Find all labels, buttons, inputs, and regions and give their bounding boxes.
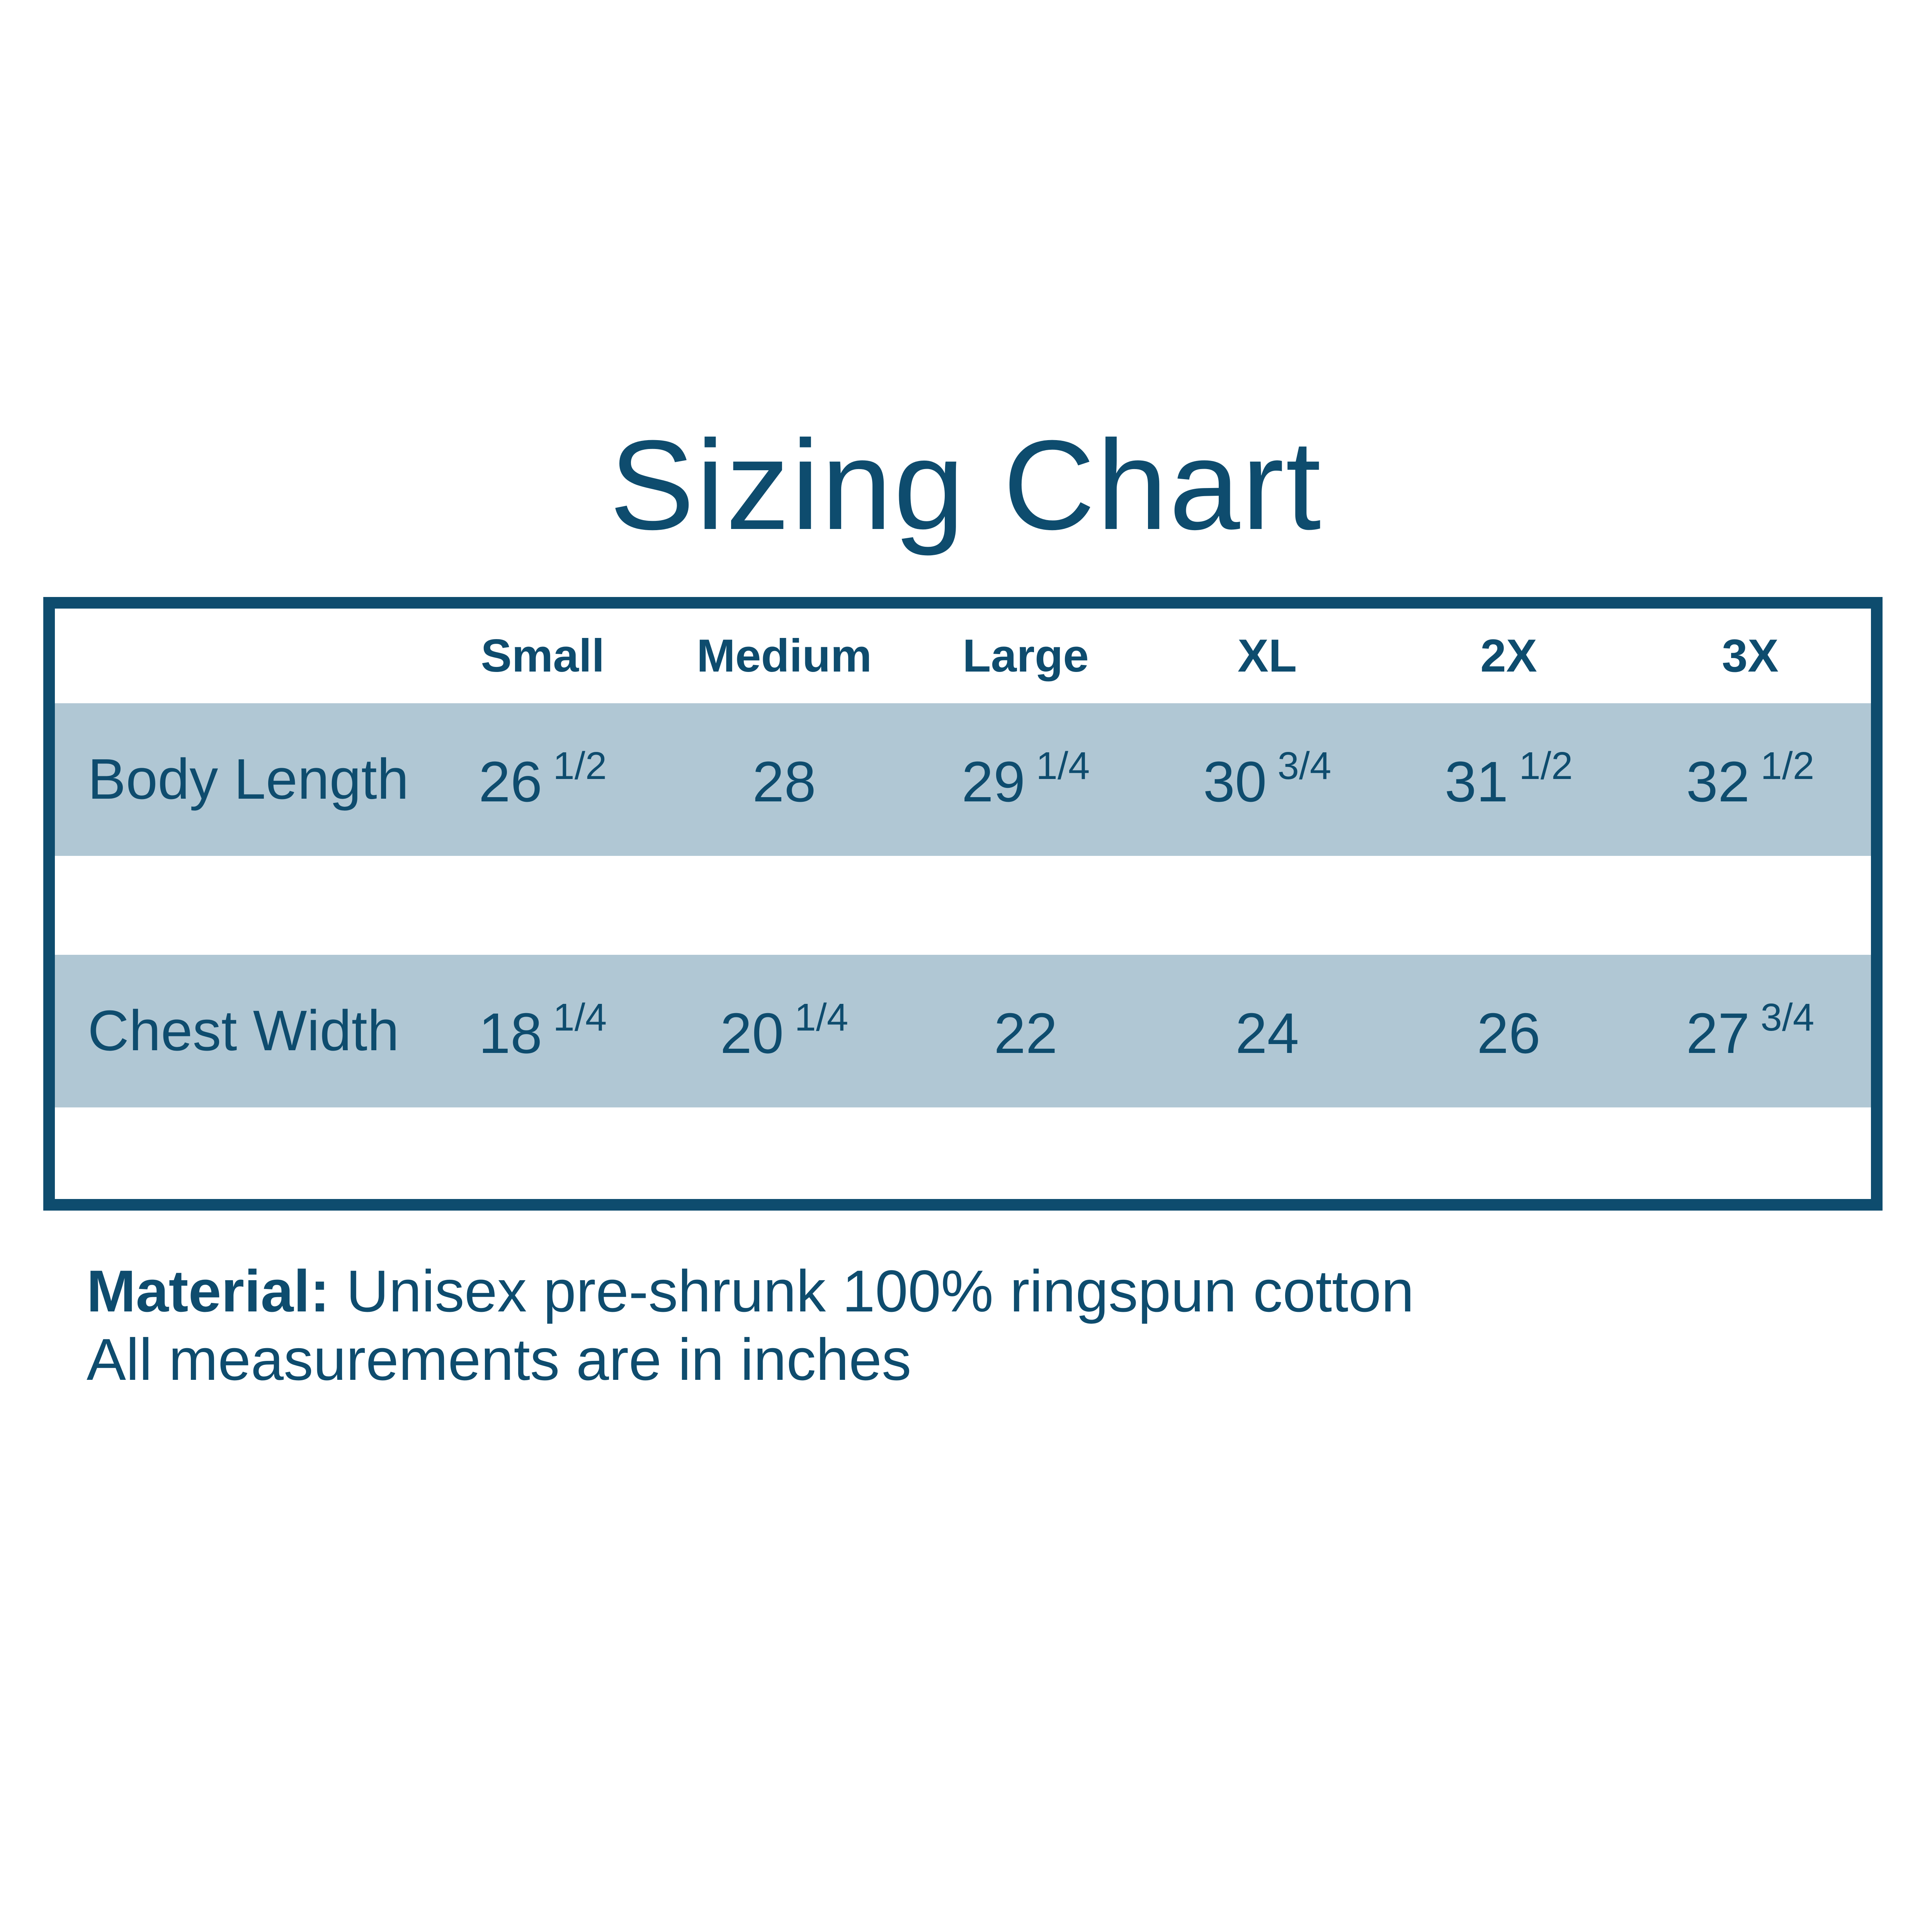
column-header-small: Small [481, 630, 605, 682]
measurement-value: 27 [1686, 1002, 1750, 1065]
table-row-body-length: Body Length 26 1/2 28 29 1/4 30 3/4 31 1/2 3… [55, 703, 1871, 856]
measurement-fraction: 1/2 [1519, 744, 1573, 787]
chest-width-2x-cell: 26 [1388, 995, 1629, 1066]
measurements-note: All measurements are in inches [87, 1326, 912, 1393]
material-label: Material: [87, 1258, 330, 1324]
page-title: Sizing Chart [609, 413, 1323, 556]
measurement-fraction: 3/4 [1760, 996, 1815, 1039]
table-row-chest-width: Chest Width 18 1/4 20 1/4 22 24 26 27 3/4 [55, 954, 1871, 1107]
body-length-large-cell: 29 1/4 [905, 744, 1146, 815]
body-length-2x-cell: 31 1/2 [1388, 744, 1629, 815]
measurement-fraction: 1/2 [553, 744, 607, 787]
chest-width-large-cell: 22 [905, 995, 1146, 1066]
measurement-fraction: 1/4 [794, 996, 849, 1039]
column-header-large: Large [963, 630, 1089, 682]
measurement-value: 32 [1686, 750, 1750, 814]
measurement-value: 28 [752, 750, 816, 814]
row-spacer [55, 855, 1871, 955]
row-label-body-length: Body Length [88, 747, 409, 811]
column-header-3x: 3X [1722, 630, 1779, 682]
chest-width-3x-cell: 27 3/4 [1629, 995, 1871, 1066]
column-header-2x: 2X [1480, 630, 1537, 682]
body-length-3x-cell: 32 1/2 [1629, 744, 1871, 815]
column-header-xl: XL [1237, 630, 1297, 682]
table-header-row: Small Medium Large XL 2X 3X [55, 609, 1871, 703]
material-note: Material: Unisex pre-shrunk 100% ringspu… [87, 1257, 1932, 1325]
measurement-value: 29 [961, 750, 1026, 814]
measurement-fraction: 3/4 [1277, 744, 1332, 787]
sizing-chart-page: Sizing Chart Small Medium Large XL 2X 3X… [0, 412, 1932, 1394]
measurement-value: 20 [720, 1002, 784, 1065]
measurement-value: 22 [994, 1002, 1058, 1065]
chest-width-xl-cell: 24 [1146, 995, 1388, 1066]
measurement-value: 30 [1203, 750, 1267, 814]
body-length-small-cell: 26 1/2 [422, 744, 663, 815]
measurement-value: 26 [1477, 1002, 1541, 1065]
chest-width-small-cell: 18 1/4 [422, 995, 663, 1066]
material-text: Unisex pre-shrunk 100% ringspun cotton [330, 1258, 1414, 1324]
measurement-value: 26 [478, 750, 543, 814]
sizing-table: Small Medium Large XL 2X 3X Body Length … [43, 597, 1883, 1211]
measurement-fraction: 1/2 [1760, 744, 1815, 787]
measurement-fraction: 1/4 [553, 996, 607, 1039]
measurement-value: 31 [1444, 750, 1509, 814]
column-header-medium: Medium [696, 630, 872, 682]
body-length-medium-cell: 28 [663, 744, 905, 815]
measurement-fraction: 1/4 [1036, 744, 1090, 787]
measurement-value: 18 [478, 1002, 543, 1065]
chest-width-medium-cell: 20 1/4 [663, 995, 905, 1066]
measurement-value: 24 [1235, 1002, 1299, 1065]
row-label-chest-width: Chest Width [88, 999, 400, 1063]
body-length-xl-cell: 30 3/4 [1146, 744, 1388, 815]
